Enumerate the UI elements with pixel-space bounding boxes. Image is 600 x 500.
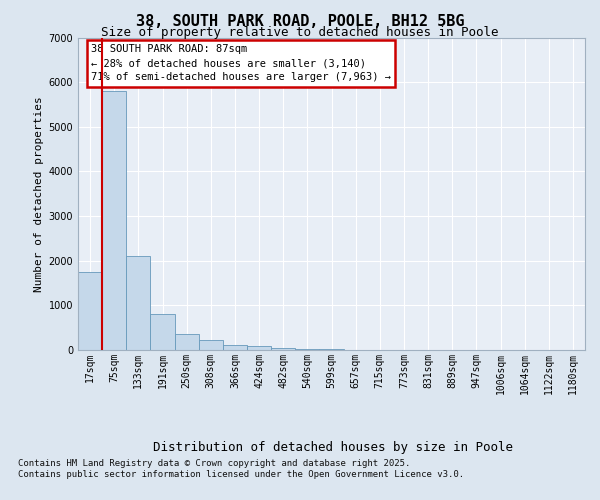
Bar [295,348,319,350]
Y-axis label: Number of detached properties: Number of detached properties [34,96,44,292]
Bar [175,334,199,350]
Text: Contains HM Land Registry data © Crown copyright and database right 2025.: Contains HM Land Registry data © Crown c… [18,458,410,468]
Bar [78,272,102,350]
Bar [199,340,223,350]
Bar [247,346,271,350]
Bar [126,256,151,350]
Bar [102,91,126,350]
Bar [151,314,175,350]
Bar [271,348,295,350]
Text: Size of property relative to detached houses in Poole: Size of property relative to detached ho… [101,26,499,39]
Text: 38, SOUTH PARK ROAD, POOLE, BH12 5BG: 38, SOUTH PARK ROAD, POOLE, BH12 5BG [136,14,464,29]
Text: Contains public sector information licensed under the Open Government Licence v3: Contains public sector information licen… [18,470,464,479]
Text: 38 SOUTH PARK ROAD: 87sqm
← 28% of detached houses are smaller (3,140)
71% of se: 38 SOUTH PARK ROAD: 87sqm ← 28% of detac… [91,44,391,82]
Text: Distribution of detached houses by size in Poole: Distribution of detached houses by size … [153,441,513,454]
Bar [223,344,247,350]
